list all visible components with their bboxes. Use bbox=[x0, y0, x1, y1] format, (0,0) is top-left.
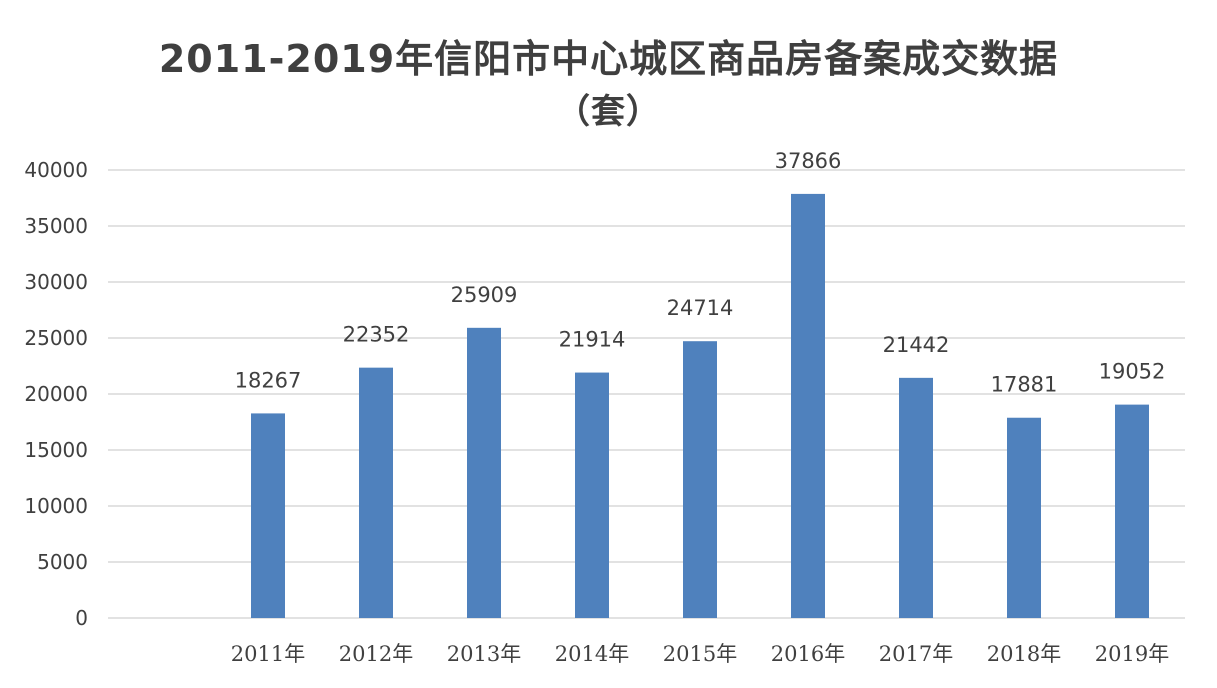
y-tick-label: 10000 bbox=[24, 494, 88, 518]
chart-title: 2011-2019年信阳市中心城区商品房备案成交数据 bbox=[158, 37, 1059, 81]
y-tick-label: 35000 bbox=[24, 214, 88, 238]
x-category-label: 2017年 bbox=[879, 642, 953, 666]
data-label: 25909 bbox=[451, 283, 518, 307]
data-label: 17881 bbox=[991, 373, 1058, 397]
x-category-label: 2014年 bbox=[555, 642, 629, 666]
y-tick-label: 15000 bbox=[24, 438, 88, 462]
y-tick-label: 25000 bbox=[24, 326, 88, 350]
x-category-label: 2013年 bbox=[447, 642, 521, 666]
data-labels: 18267 22352 25909 21914 24714 37866 21442 17881… bbox=[235, 149, 1166, 397]
y-axis-ticks: 0 5000 10000 15000 20000 25000 30000 35000 40000 bbox=[24, 158, 88, 630]
x-category-label: 2012年 bbox=[339, 642, 413, 666]
bars bbox=[251, 193, 1149, 618]
chart-subtitle: （套） bbox=[556, 92, 661, 132]
gridlines bbox=[108, 169, 1185, 619]
x-category-label: 2015年 bbox=[663, 642, 737, 666]
y-tick-label: 30000 bbox=[24, 270, 88, 294]
data-label: 21442 bbox=[883, 333, 950, 357]
data-label: 22352 bbox=[343, 323, 410, 347]
y-tick-label: 5000 bbox=[37, 550, 88, 574]
bar bbox=[1007, 417, 1041, 618]
data-label: 18267 bbox=[235, 368, 302, 392]
data-label: 24714 bbox=[667, 296, 734, 320]
data-label: 37866 bbox=[775, 149, 842, 173]
y-tick-label: 20000 bbox=[24, 382, 88, 406]
x-axis-categories: 2011年 2012年 2013年 2014年 2015年 2016年 2017年 2018年… bbox=[231, 642, 1169, 666]
y-tick-label: 0 bbox=[75, 606, 88, 630]
bar bbox=[575, 372, 609, 618]
x-category-label: 2016年 bbox=[771, 642, 845, 666]
data-label: 19052 bbox=[1099, 360, 1166, 384]
x-category-label: 2018年 bbox=[987, 642, 1061, 666]
bar bbox=[251, 413, 285, 618]
bar bbox=[899, 377, 933, 618]
y-tick-label: 40000 bbox=[24, 158, 88, 182]
bar bbox=[1115, 404, 1149, 618]
bar bbox=[359, 367, 393, 618]
x-category-label: 2019年 bbox=[1095, 642, 1169, 666]
bar bbox=[467, 327, 501, 618]
data-label: 21914 bbox=[559, 328, 626, 352]
bar bbox=[683, 341, 717, 618]
bar bbox=[791, 193, 825, 618]
x-category-label: 2011年 bbox=[231, 642, 305, 666]
